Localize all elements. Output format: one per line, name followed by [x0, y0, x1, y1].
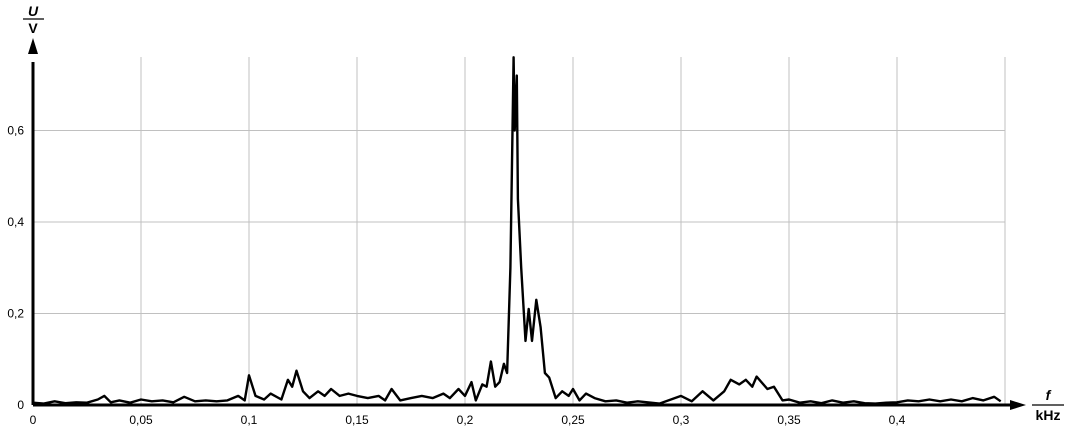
x-tick-label: 0,2	[457, 413, 474, 427]
tick-labels: 0 0,05 0,1 0,15 0,2 0,25 0,3 0,35 0,4 0 0,2 0,4 0,6	[7, 124, 905, 428]
y-tick-label: 0,4	[7, 215, 24, 229]
x-axis	[33, 400, 1026, 410]
x-axis-unit: kHz	[1036, 407, 1061, 423]
x-axis-label: f kHz	[1032, 387, 1064, 423]
y-axis	[28, 38, 38, 405]
y-tick-label: 0,6	[7, 124, 24, 138]
y-axis-symbol: U	[28, 3, 39, 19]
x-axis-arrow-icon	[1010, 400, 1026, 410]
y-tick-label: 0	[17, 398, 24, 412]
y-axis-label: U V	[23, 3, 44, 36]
x-tick-label: 0,1	[241, 413, 258, 427]
x-tick-label: 0,25	[561, 413, 585, 427]
y-axis-unit: V	[28, 20, 38, 36]
x-axis-symbol: f	[1046, 387, 1052, 403]
x-tick-label: 0	[30, 413, 37, 427]
x-tick-label: 0,4	[889, 413, 906, 427]
y-axis-arrow-icon	[28, 38, 38, 54]
x-tick-label: 0,35	[777, 413, 801, 427]
y-tick-label: 0,2	[7, 307, 24, 321]
x-tick-label: 0,15	[345, 413, 369, 427]
x-tick-label: 0,3	[673, 413, 690, 427]
series-line	[32, 56, 1002, 405]
x-tick-label: 0,05	[129, 413, 153, 427]
grid	[33, 57, 1006, 405]
